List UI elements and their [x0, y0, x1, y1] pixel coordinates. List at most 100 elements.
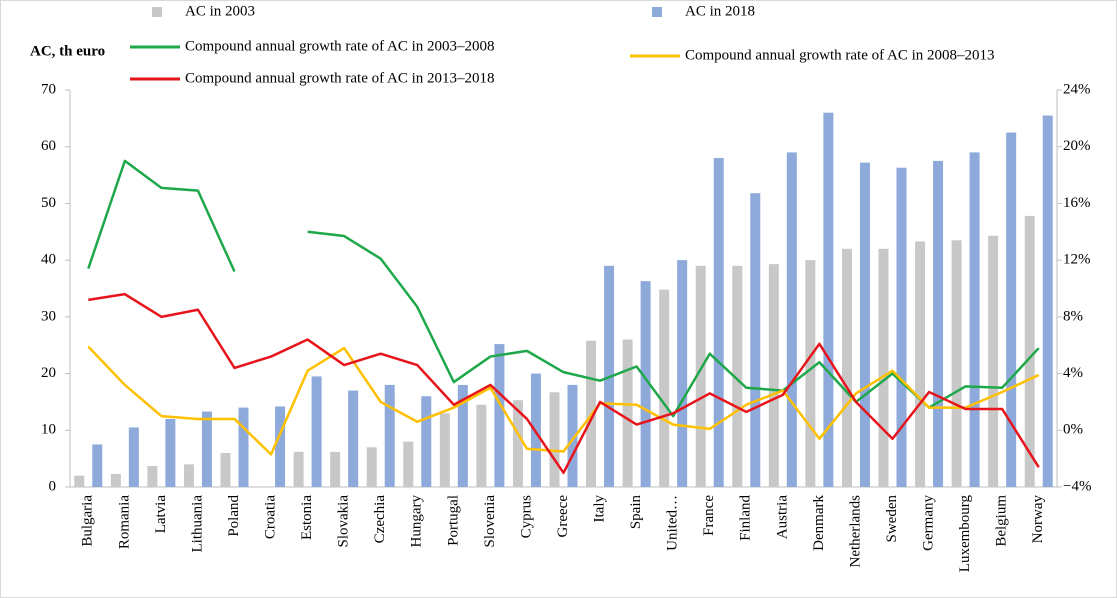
x-tick-label: Slovakia: [336, 495, 352, 548]
y-axis-title: AC, th euro: [30, 43, 105, 59]
line: [88, 292, 1040, 475]
x-tick-label: Sweden: [884, 495, 900, 543]
x-tick-label: Finland: [738, 495, 754, 541]
x-tick-label: Poland: [226, 495, 242, 537]
bar: [110, 473, 121, 487]
bar: [92, 444, 103, 487]
bar: [859, 162, 870, 487]
x-tick-label: Lithuania: [189, 495, 205, 553]
bar: [896, 167, 907, 487]
x-tick-label: Croatia: [262, 495, 278, 539]
bar: [457, 384, 468, 487]
bar: [969, 152, 980, 487]
x-tick-label: Norway: [1030, 495, 1046, 544]
bar: [695, 265, 706, 487]
bar: [915, 241, 926, 487]
x-tick-label: United…: [665, 495, 681, 551]
bar: [201, 411, 212, 487]
y2-tick-label: 24%: [1063, 81, 1091, 97]
bar: [933, 160, 944, 487]
y-tick-label: 10: [41, 422, 56, 438]
bar: [165, 418, 176, 487]
x-tick-label: Portugal: [445, 495, 461, 546]
y-tick-label: 0: [49, 478, 57, 494]
x-tick-label: Estonia: [299, 495, 315, 540]
bar: [640, 281, 651, 487]
y-tick-label: 70: [41, 81, 56, 97]
bar: [567, 384, 578, 487]
y2-tick-label: 4%: [1063, 365, 1083, 381]
bar: [128, 427, 139, 487]
x-tick-label: France: [701, 495, 717, 536]
y2-tick-label: 12%: [1063, 252, 1091, 268]
bar: [421, 396, 432, 487]
x-tick-label: Cyprus: [518, 495, 534, 539]
y2-tick-label: 16%: [1063, 195, 1091, 211]
bar: [476, 404, 487, 487]
x-tick-label: Hungary: [409, 495, 425, 548]
bar: [494, 344, 505, 487]
x-tick-label: Germany: [920, 495, 936, 551]
bar: [330, 451, 341, 487]
legend-label: Compound annual growth rate of AC in 200…: [185, 38, 495, 54]
bar: [293, 451, 304, 487]
bar: [275, 406, 286, 487]
bar: [823, 112, 834, 487]
bar: [183, 464, 194, 487]
bar: [988, 235, 999, 487]
bar: [1024, 215, 1035, 488]
bar: [403, 441, 414, 487]
bar: [238, 407, 249, 487]
bar: [74, 475, 85, 487]
bar: [147, 466, 158, 487]
bar: [768, 264, 779, 487]
bar: [220, 452, 231, 487]
bar: [549, 392, 560, 487]
line: [87, 159, 1040, 418]
bar: [878, 248, 889, 487]
y-tick-label: 60: [41, 138, 56, 154]
x-tick-label: Italy: [591, 495, 607, 523]
x-tick-label: Austria: [774, 495, 790, 540]
x-tick-label: Greece: [555, 495, 571, 538]
legend-swatch: [152, 7, 162, 17]
bar: [1042, 115, 1053, 488]
x-tick-label: Luxembourg: [957, 495, 973, 573]
bar: [677, 260, 688, 487]
x-tick-label: Czechia: [372, 495, 388, 544]
bar: [659, 289, 670, 487]
bar: [713, 158, 724, 488]
bar: [439, 413, 450, 487]
x-tick-label: Slovenia: [482, 495, 498, 548]
bar: [622, 339, 633, 487]
y-tick-label: 20: [41, 365, 56, 381]
x-tick-label: Denmark: [811, 495, 827, 551]
y-tick-label: 30: [41, 308, 56, 324]
bar: [805, 260, 816, 487]
bar: [348, 390, 359, 487]
x-tick-label: Romania: [116, 495, 132, 549]
y-tick-label: 50: [41, 195, 56, 211]
x-tick-label: Latvia: [153, 495, 169, 534]
y2-tick-label: 0%: [1063, 422, 1083, 438]
bar: [311, 376, 322, 487]
x-tick-label: Belgium: [994, 495, 1010, 547]
x-tick-label: Spain: [628, 495, 644, 530]
bar: [786, 152, 797, 487]
bar: [366, 447, 377, 487]
x-tick-label: Bulgaria: [80, 495, 96, 547]
legend-label: Compound annual growth rate of AC in 201…: [185, 70, 495, 86]
y2-tick-label: 20%: [1063, 138, 1091, 154]
legend-label: Compound annual growth rate of AC in 200…: [685, 47, 995, 63]
bar: [951, 240, 962, 487]
x-tick-label: Netherlands: [847, 495, 863, 568]
bar: [384, 384, 395, 487]
bar: [841, 248, 852, 487]
legend-label: AC in 2003: [185, 3, 255, 19]
line: [87, 345, 1040, 456]
legend-label: AC in 2018: [685, 3, 755, 19]
y2-tick-label: 8%: [1063, 308, 1083, 324]
legend-swatch: [652, 7, 662, 17]
